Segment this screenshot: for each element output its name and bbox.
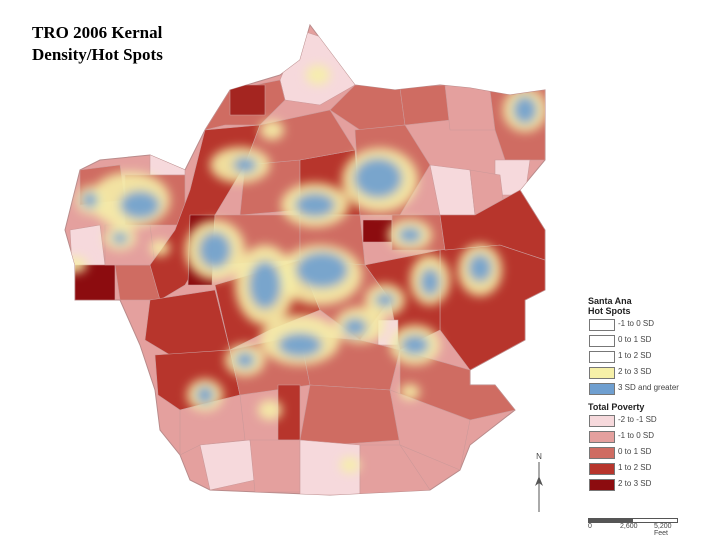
- tract-high: [229, 84, 266, 116]
- map-title: TRO 2006 Kernal Density/Hot Spots: [32, 22, 232, 66]
- hotspot-legend-swatch: [589, 351, 615, 363]
- poverty-legend-swatch: [589, 447, 615, 459]
- poverty-legend-label: 0 to 1 SD: [618, 447, 652, 456]
- hotspot-legend-item: 3 SD and greater: [588, 380, 718, 396]
- poverty-legend-label: 1 to 2 SD: [618, 463, 652, 472]
- hotspot-legend-swatch: [589, 335, 615, 347]
- hotspot-legend-label: -1 to 0 SD: [618, 319, 655, 328]
- tract-high: [144, 289, 231, 356]
- tract-low: [249, 439, 301, 493]
- poverty-legend-item: -2 to -1 SD: [588, 412, 718, 428]
- poverty-legend-swatch: [589, 415, 615, 427]
- scale-mid: 2,600: [620, 523, 638, 530]
- poverty-legend-item: 1 to 2 SD: [588, 460, 718, 476]
- scale-start: 0: [588, 523, 592, 530]
- poverty-legend-item: 2 to 3 SD: [588, 476, 718, 492]
- poverty-legend-label: -1 to 0 SD: [618, 431, 655, 440]
- hotspot-legend-swatch: [589, 383, 615, 395]
- hotspot-legend-item: 0 to 1 SD: [588, 332, 718, 348]
- scale-end: 5,200 Feet: [654, 523, 672, 537]
- north-letter: N: [536, 452, 542, 461]
- poverty-legend-item: -1 to 0 SD: [588, 428, 718, 444]
- hotspot-legend-swatch: [589, 319, 615, 331]
- poverty-legend-label: 2 to 3 SD: [618, 479, 652, 488]
- tract-severe: [362, 219, 393, 243]
- census-tracts: [65, 29, 545, 495]
- hotspots-legend-title-line1: Santa Ana: [588, 296, 632, 306]
- hotspot-legend-label: 0 to 1 SD: [618, 335, 652, 344]
- tract-low: [359, 444, 431, 495]
- hotspot-legend-item: 2 to 3 SD: [588, 364, 718, 380]
- hotspots-legend-title-line2: Hot Spots: [588, 306, 631, 316]
- hotspot-legend-item: -1 to 0 SD: [588, 316, 718, 332]
- tract-mid: [299, 384, 401, 446]
- hotspot-legend-swatch: [589, 367, 615, 379]
- hotspot-legend-label: 2 to 3 SD: [618, 367, 652, 376]
- hotspots-legend-rows: -1 to 0 SD 0 to 1 SD 1 to 2 SD 2 to 3 SD 3 S…: [588, 316, 718, 396]
- tract-low: [149, 154, 186, 176]
- poverty-legend-swatch: [589, 479, 615, 491]
- north-arrow-icon: N: [535, 452, 543, 512]
- tract-severe: [74, 264, 116, 301]
- tract-low: [299, 439, 361, 495]
- poverty-legend-swatch: [589, 431, 615, 443]
- poverty-legend-rows: -2 to -1 SD -1 to 0 SD 0 to 1 SD 1 to 2 SD 2…: [588, 412, 718, 492]
- poverty-legend-title: Total Poverty: [588, 402, 645, 412]
- hotspot-layer: [65, 65, 545, 473]
- hotspot-legend-label: 1 to 2 SD: [618, 351, 652, 360]
- poverty-legend-item: 0 to 1 SD: [588, 444, 718, 460]
- map-legend: Santa Ana Hot Spots -1 to 0 SD 0 to 1 SD 1…: [588, 296, 718, 492]
- tract-low: [444, 84, 496, 131]
- poverty-legend-swatch: [589, 463, 615, 475]
- tract-low: [389, 389, 471, 471]
- poverty-legend-label: -2 to -1 SD: [618, 415, 657, 424]
- map-title-line1: TRO 2006 Kernal: [32, 23, 163, 42]
- map-title-line2: Density/Hot Spots: [32, 45, 163, 64]
- scale-bar: 0 2,600 5,200 Feet: [588, 518, 678, 537]
- hotspot-legend-label: 3 SD and greater: [618, 383, 679, 392]
- hotspot-legend-item: 1 to 2 SD: [588, 348, 718, 364]
- tract-mid: [399, 84, 451, 126]
